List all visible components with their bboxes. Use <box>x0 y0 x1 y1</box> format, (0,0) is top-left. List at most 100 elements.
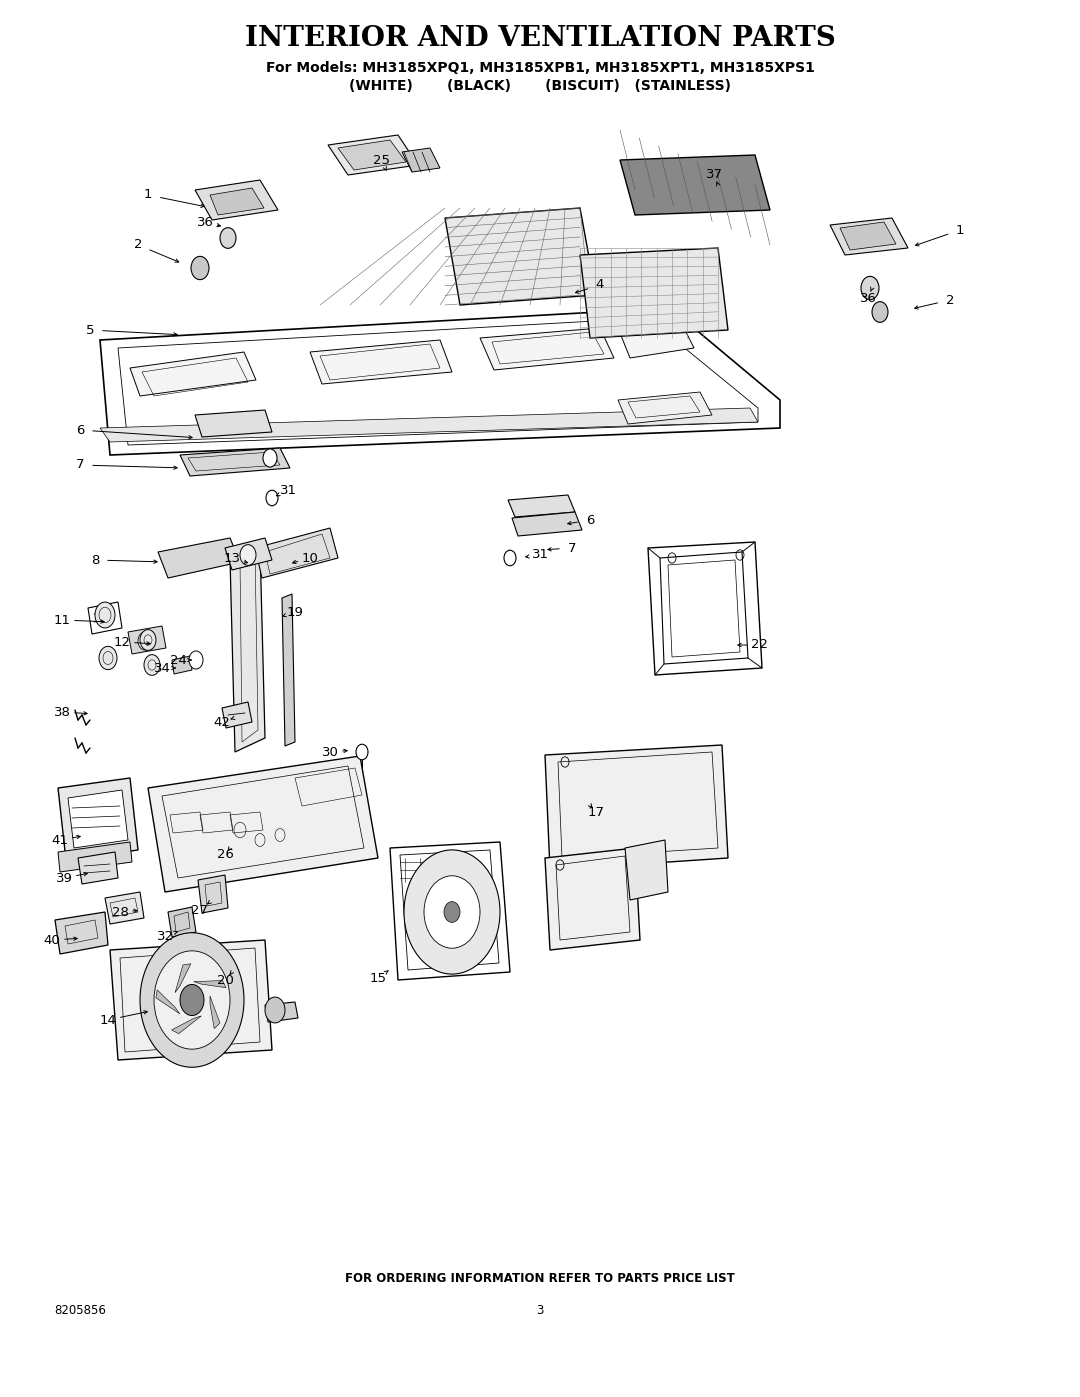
Text: 36: 36 <box>860 292 877 305</box>
Circle shape <box>424 876 480 949</box>
Polygon shape <box>158 538 240 578</box>
Text: 19: 19 <box>286 605 303 619</box>
Polygon shape <box>831 218 908 256</box>
Circle shape <box>220 228 237 249</box>
Circle shape <box>356 745 368 760</box>
Circle shape <box>444 901 460 922</box>
Text: 12: 12 <box>113 636 131 648</box>
Polygon shape <box>78 852 118 884</box>
Text: 7: 7 <box>568 542 577 555</box>
Text: 15: 15 <box>369 971 387 985</box>
Circle shape <box>154 951 230 1049</box>
Text: 13: 13 <box>224 552 241 564</box>
Text: 42: 42 <box>214 715 230 728</box>
Text: 24: 24 <box>170 654 187 666</box>
Text: 7: 7 <box>76 458 84 472</box>
Text: For Models: MH3185XPQ1, MH3185XPB1, MH3185XPT1, MH3185XPS1: For Models: MH3185XPQ1, MH3185XPB1, MH31… <box>266 61 814 75</box>
Polygon shape <box>512 511 582 536</box>
Text: 31: 31 <box>280 483 297 496</box>
Text: 1: 1 <box>144 189 152 201</box>
Polygon shape <box>255 528 338 578</box>
Polygon shape <box>402 148 440 172</box>
Polygon shape <box>100 408 758 441</box>
Polygon shape <box>222 703 252 728</box>
Polygon shape <box>148 756 378 893</box>
Polygon shape <box>58 778 138 861</box>
Text: 38: 38 <box>54 705 70 718</box>
Text: 8: 8 <box>91 553 99 567</box>
Polygon shape <box>230 545 265 752</box>
Polygon shape <box>195 180 278 219</box>
Polygon shape <box>193 981 226 988</box>
Text: 39: 39 <box>55 872 72 884</box>
Polygon shape <box>168 907 195 937</box>
Polygon shape <box>265 1002 298 1023</box>
Text: 25: 25 <box>374 154 391 166</box>
Text: FOR ORDERING INFORMATION REFER TO PARTS PRICE LIST: FOR ORDERING INFORMATION REFER TO PARTS … <box>346 1271 734 1284</box>
Polygon shape <box>618 320 694 358</box>
Polygon shape <box>840 222 896 250</box>
Circle shape <box>404 849 500 974</box>
Text: 11: 11 <box>54 613 70 626</box>
Text: 1: 1 <box>956 224 964 236</box>
Text: 40: 40 <box>43 933 60 947</box>
Polygon shape <box>445 208 596 305</box>
Text: 22: 22 <box>752 638 769 651</box>
Circle shape <box>99 647 117 669</box>
Circle shape <box>504 550 516 566</box>
Polygon shape <box>328 136 418 175</box>
Text: 8205856: 8205856 <box>54 1303 106 1316</box>
Polygon shape <box>175 964 191 993</box>
Text: 2: 2 <box>134 239 143 251</box>
Polygon shape <box>110 940 272 1060</box>
Circle shape <box>240 545 256 566</box>
Text: 31: 31 <box>531 549 549 562</box>
Polygon shape <box>545 745 728 870</box>
Text: 28: 28 <box>111 905 129 918</box>
Circle shape <box>95 602 114 627</box>
Polygon shape <box>195 409 272 437</box>
Text: 27: 27 <box>191 904 208 916</box>
Polygon shape <box>338 140 406 170</box>
Polygon shape <box>282 594 295 746</box>
Text: 37: 37 <box>705 169 723 182</box>
Polygon shape <box>545 848 640 950</box>
Polygon shape <box>310 339 453 384</box>
Polygon shape <box>58 842 132 872</box>
Polygon shape <box>105 893 144 923</box>
Polygon shape <box>130 352 256 395</box>
Polygon shape <box>580 249 728 338</box>
Polygon shape <box>129 626 166 654</box>
Polygon shape <box>625 840 669 900</box>
Text: 20: 20 <box>217 974 233 986</box>
Text: 5: 5 <box>85 324 94 337</box>
Text: 34: 34 <box>153 662 171 675</box>
Polygon shape <box>180 448 291 476</box>
Text: 6: 6 <box>585 514 594 527</box>
Circle shape <box>140 933 244 1067</box>
Text: 36: 36 <box>197 215 214 229</box>
Polygon shape <box>210 996 220 1028</box>
Circle shape <box>872 302 888 323</box>
Text: 41: 41 <box>52 834 68 847</box>
Polygon shape <box>225 538 272 570</box>
Polygon shape <box>198 875 228 914</box>
Circle shape <box>265 997 285 1023</box>
Circle shape <box>138 631 152 650</box>
Polygon shape <box>620 155 770 215</box>
Polygon shape <box>669 560 740 657</box>
Polygon shape <box>618 393 712 425</box>
Polygon shape <box>508 495 575 517</box>
Polygon shape <box>68 789 129 848</box>
Text: 30: 30 <box>322 746 338 759</box>
Circle shape <box>861 277 879 299</box>
Circle shape <box>264 448 276 467</box>
Text: (WHITE)       (BLACK)       (BISCUIT)   (STAINLESS): (WHITE) (BLACK) (BISCUIT) (STAINLESS) <box>349 80 731 94</box>
Circle shape <box>189 651 203 669</box>
Text: 32: 32 <box>157 929 174 943</box>
Polygon shape <box>100 307 780 455</box>
Polygon shape <box>156 990 179 1014</box>
Text: 3: 3 <box>537 1303 543 1316</box>
Text: 2: 2 <box>946 293 955 306</box>
Text: INTERIOR AND VENTILATION PARTS: INTERIOR AND VENTILATION PARTS <box>245 25 835 52</box>
